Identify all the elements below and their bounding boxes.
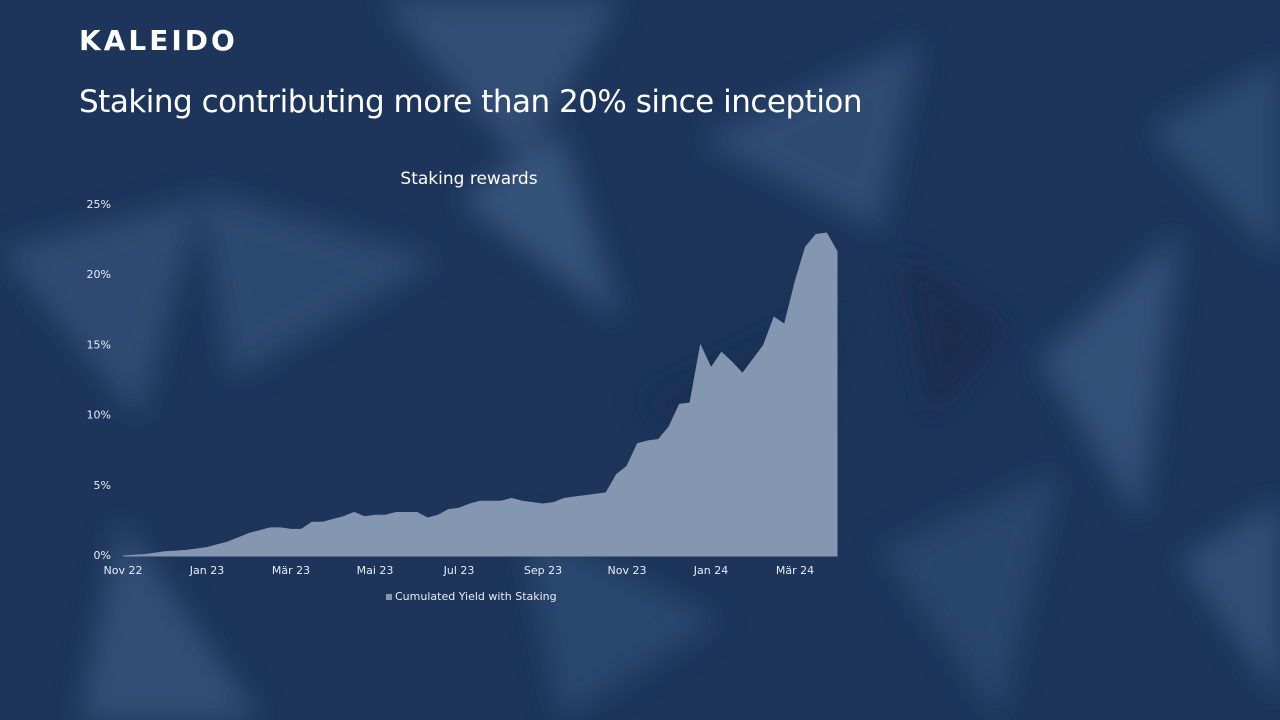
x-tick-label: Nov 23 (608, 564, 647, 577)
y-tick-label: 10% (87, 409, 111, 422)
area (122, 232, 838, 557)
x-tick-label: Mär 23 (272, 564, 310, 577)
x-tick-label: Mär 24 (776, 564, 814, 577)
y-tick-label: 20% (87, 268, 111, 281)
legend-label: Cumulated Yield with Staking (395, 590, 557, 603)
y-tick-label: 25% (87, 198, 111, 211)
legend-swatch (386, 594, 392, 600)
x-tick-label: Mai 23 (357, 564, 394, 577)
x-tick-label: Jul 23 (443, 564, 475, 577)
y-tick-label: 0% (94, 549, 111, 562)
y-tick-label: 15% (87, 338, 111, 351)
x-tick-label: Jan 23 (189, 564, 224, 577)
x-tick-label: Sep 23 (524, 564, 562, 577)
y-tick-label: 5% (94, 479, 111, 492)
x-tick-label: Nov 22 (104, 564, 143, 577)
x-tick-label: Jan 24 (693, 564, 728, 577)
slide-title: Staking contributing more than 20% since… (79, 84, 863, 120)
logo: KALEIDO (79, 24, 238, 57)
chart-title: Staking rewards (400, 169, 537, 189)
